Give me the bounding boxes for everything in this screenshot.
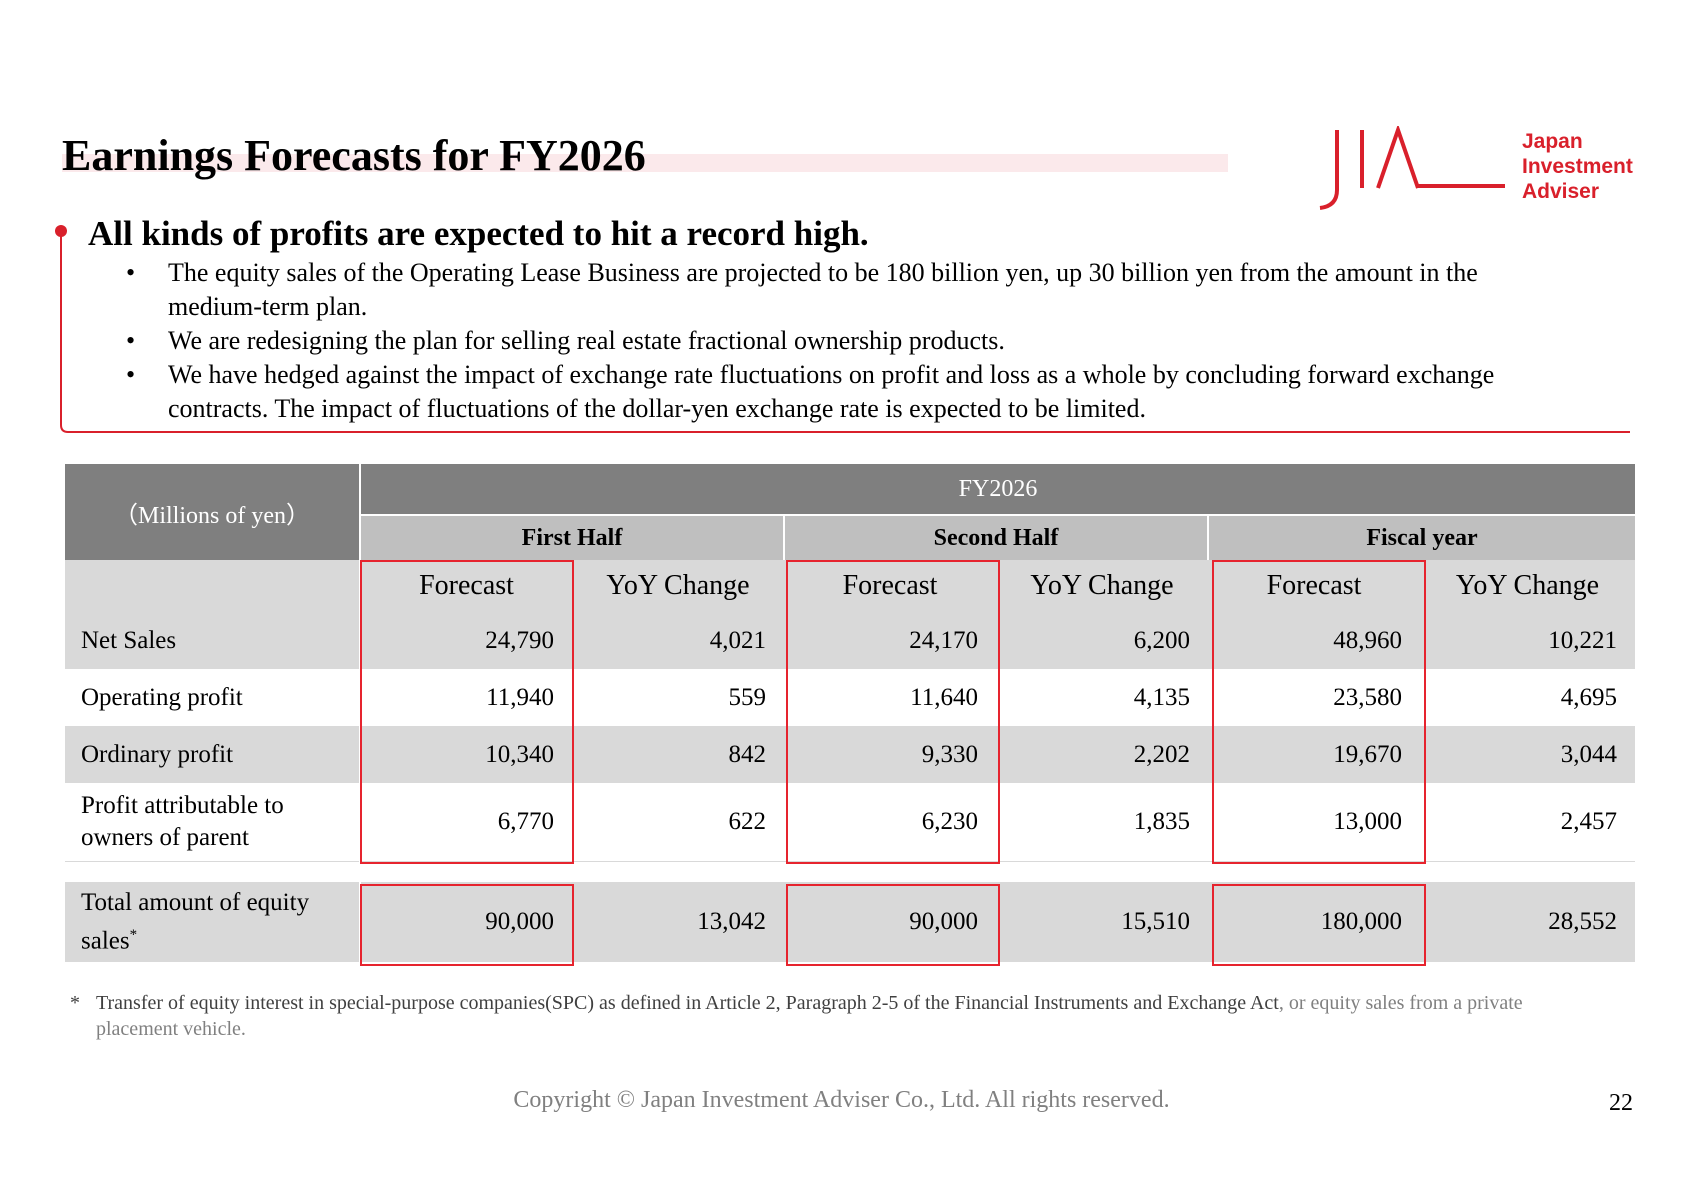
column-header: Forecast — [1208, 560, 1420, 612]
table-cell: 2,202 — [996, 726, 1208, 783]
row-label: Profit attributable to owners of parent — [65, 783, 361, 862]
table-cell: 2,457 — [1420, 783, 1635, 862]
forecast-table: （Millions of yen） FY2026 First Half Seco… — [65, 464, 1635, 962]
table-row: Profit attributable to owners of parent … — [65, 783, 1635, 862]
title-underline-band — [62, 154, 1228, 172]
footnote-text-extra: , or equity sales from a private placeme… — [96, 992, 1523, 1040]
bullet-item: • The equity sales of the Operating Lease… — [126, 256, 1566, 324]
table-cell: 10,340 — [360, 726, 572, 783]
row-label: Net Sales — [65, 612, 361, 669]
table-row: Ordinary profit 10,340 842 9,330 2,202 1… — [65, 726, 1635, 783]
unit-header: （Millions of yen） — [65, 464, 361, 560]
total-label: Total amount of equity sales* — [65, 882, 361, 962]
column-header: YoY Change — [572, 560, 784, 612]
fy-header: FY2026 — [360, 464, 1635, 516]
bullet-text: We have hedged against the impact of exc… — [168, 360, 1495, 423]
table-cell: 28,552 — [1420, 882, 1635, 962]
table-row: Net Sales 24,790 4,021 24,170 6,200 48,9… — [65, 612, 1635, 669]
page-title: Earnings Forecasts for FY2026 — [62, 131, 646, 180]
column-header: Forecast — [360, 560, 572, 612]
table-cell: 90,000 — [360, 882, 572, 962]
table-cell: 842 — [572, 726, 784, 783]
footnote-marker: * — [70, 992, 80, 1014]
column-header: YoY Change — [1420, 560, 1635, 612]
table-cell: 11,640 — [784, 669, 996, 726]
table-cell: 4,135 — [996, 669, 1208, 726]
bullet-marker: • — [126, 326, 136, 355]
table-cell: 13,042 — [572, 882, 784, 962]
table-row: Operating profit 11,940 559 11,640 4,135… — [65, 669, 1635, 726]
total-row: Total amount of equity sales* 90,000 13,… — [65, 882, 1635, 962]
table-cell: 180,000 — [1208, 882, 1420, 962]
page-number: 22 — [1609, 1090, 1633, 1116]
first-half-header: First Half — [360, 515, 785, 560]
bullet-marker: • — [126, 360, 136, 389]
table-cell: 559 — [572, 669, 784, 726]
headline: All kinds of profits are expected to hit… — [88, 214, 869, 253]
table-cell: 10,221 — [1420, 612, 1635, 669]
copyright: Copyright © Japan Investment Adviser Co.… — [513, 1087, 1170, 1113]
footnote-text-main: Transfer of equity interest in special-p… — [96, 992, 1279, 1014]
blank-header-cell — [65, 560, 361, 612]
jia-logo-mark — [1319, 126, 1505, 210]
logo-wordmark: Japan Investment Adviser — [1522, 129, 1647, 204]
bullet-item: • We are redesigning the plan for selling… — [126, 324, 1566, 358]
table-cell: 3,044 — [1420, 726, 1635, 783]
total-footnote-marker: * — [129, 926, 138, 943]
table-cell: 6,230 — [784, 783, 996, 862]
bullet-text: The equity sales of the Operating Lease … — [168, 258, 1478, 321]
table-cell: 19,670 — [1208, 726, 1420, 783]
forecast-table-wrapper: （Millions of yen） FY2026 First Half Seco… — [65, 464, 1635, 962]
logo-line-japan: Japan — [1522, 130, 1583, 153]
table-cell: 23,580 — [1208, 669, 1420, 726]
row-label: Operating profit — [65, 669, 361, 726]
table-cell: 13,000 — [1208, 783, 1420, 862]
table-cell: 48,960 — [1208, 612, 1420, 669]
logo-line-investment: Investment — [1522, 155, 1633, 178]
table-cell: 15,510 — [996, 882, 1208, 962]
company-logo: Japan Investment Adviser — [1310, 126, 1640, 216]
table-cell: 11,940 — [360, 669, 572, 726]
bullet-item: • We have hedged against the impact of ex… — [126, 358, 1566, 426]
bullet-marker: • — [126, 258, 136, 287]
column-header: Forecast — [784, 560, 996, 612]
table-cell: 622 — [572, 783, 784, 862]
table-cell: 90,000 — [784, 882, 996, 962]
bullet-list: • The equity sales of the Operating Lease… — [126, 256, 1566, 426]
second-half-header: Second Half — [784, 515, 1209, 560]
table-spacer — [65, 861, 1635, 882]
table-cell: 4,021 — [572, 612, 784, 669]
total-label-text: Total amount of equity sales — [81, 888, 310, 955]
table-cell: 9,330 — [784, 726, 996, 783]
table-cell: 24,790 — [360, 612, 572, 669]
column-header: YoY Change — [996, 560, 1208, 612]
table-cell: 6,770 — [360, 783, 572, 862]
bullet-text: We are redesigning the plan for selling … — [168, 326, 1005, 355]
logo-line-adviser: Adviser — [1522, 180, 1600, 203]
table-cell: 24,170 — [784, 612, 996, 669]
table-cell: 4,695 — [1420, 669, 1635, 726]
row-label: Ordinary profit — [65, 726, 361, 783]
table-cell: 1,835 — [996, 783, 1208, 862]
footnote: * Transfer of equity interest in special… — [70, 990, 1580, 1042]
table-cell: 6,200 — [996, 612, 1208, 669]
footnote-text: Transfer of equity interest in special-p… — [70, 990, 1580, 1042]
fiscal-year-header: Fiscal year — [1208, 515, 1635, 560]
